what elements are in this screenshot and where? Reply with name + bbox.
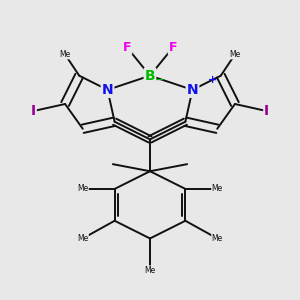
Text: B: B	[145, 69, 155, 83]
Text: I: I	[31, 104, 36, 118]
Text: N: N	[187, 83, 198, 97]
Text: Me: Me	[77, 234, 88, 243]
Text: F: F	[123, 41, 131, 54]
Text: +: +	[208, 75, 217, 85]
Text: I: I	[264, 104, 269, 118]
Text: Me: Me	[59, 50, 71, 59]
Text: Me: Me	[77, 184, 88, 194]
Text: Me: Me	[144, 266, 156, 275]
Text: Me: Me	[229, 50, 241, 59]
Text: F: F	[169, 41, 177, 54]
Text: −: −	[155, 75, 165, 85]
Text: Me: Me	[212, 184, 223, 194]
Text: N: N	[102, 83, 113, 97]
Text: Me: Me	[212, 234, 223, 243]
